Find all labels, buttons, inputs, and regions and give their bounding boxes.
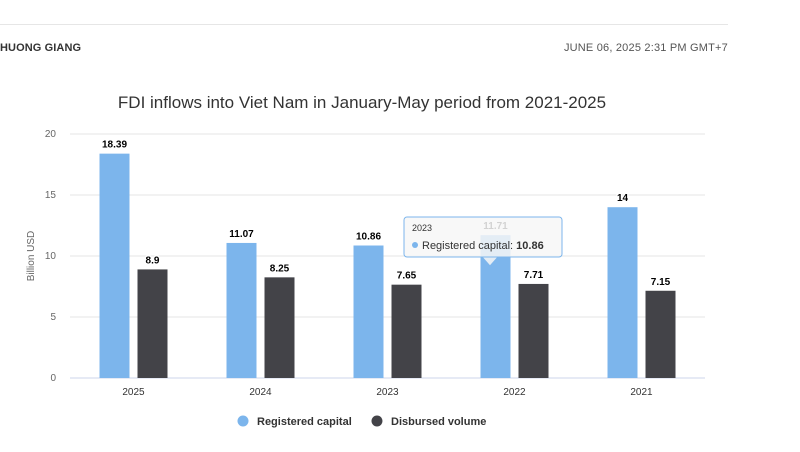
tooltip: 2023 Registered capital: 10.86 [403, 216, 563, 267]
x-tick-label: 2021 [630, 387, 653, 398]
legend: Registered capital Disbursed volume [237, 415, 487, 429]
bar-disbursed-volume[interactable] [391, 284, 422, 378]
x-tick-label: 2023 [376, 387, 399, 398]
data-label: 11.07 [229, 229, 254, 240]
tooltip-category: 2023 [412, 223, 432, 233]
bar-registered-capital[interactable] [353, 245, 384, 378]
tooltip-value-line: Registered capital: 10.86 [422, 240, 544, 252]
bar-disbursed-volume[interactable] [264, 277, 295, 378]
y-tick-label: 10 [45, 251, 57, 262]
author-name[interactable]: HUONG GIANG [0, 42, 82, 54]
data-label: 7.15 [651, 277, 671, 288]
data-label: 14 [617, 193, 629, 204]
x-tick-label: 2022 [503, 387, 526, 398]
bar-disbursed-volume[interactable] [137, 269, 168, 378]
legend-item-disbursed-volume[interactable]: Disbursed volume [371, 415, 487, 429]
data-label: 7.71 [524, 270, 544, 281]
top-divider [0, 24, 728, 25]
tooltip-box [403, 216, 563, 258]
data-label: 8.9 [146, 255, 160, 266]
y-tick-label: 15 [45, 190, 57, 201]
y-tick-label: 0 [50, 373, 56, 384]
bars-layer [99, 153, 676, 378]
data-label: 10.86 [356, 232, 381, 243]
bar-disbursed-volume[interactable] [645, 290, 676, 378]
x-tick-label: 2024 [249, 387, 272, 398]
tooltip-marker [412, 242, 418, 248]
grid-layer: 0 5 10 15 20 2025 2024 2023 2022 2021 [45, 129, 705, 398]
publish-timestamp: JUNE 06, 2025 2:31 PM GMT+7 [563, 42, 728, 54]
legend-label: Registered capital [257, 416, 352, 428]
legend-label: Disbursed volume [391, 416, 486, 428]
byline: HUONG GIANG JUNE 06, 2025 2:31 PM GMT+7 [0, 38, 728, 58]
chart-title: FDI inflows into Viet Nam in January-May… [118, 93, 606, 112]
fdi-bar-chart: FDI inflows into Viet Nam in January-May… [26, 93, 705, 429]
data-labels-layer: 18.398.911.078.2510.867.6511.717.71147.1… [101, 138, 672, 289]
y-axis-label: Billion USD [26, 231, 37, 282]
bar-registered-capital[interactable] [226, 242, 257, 378]
y-tick-label: 20 [45, 129, 57, 140]
legend-marker [237, 415, 249, 427]
data-label: 8.25 [270, 263, 290, 274]
data-label: 18.39 [102, 140, 127, 151]
bar-registered-capital[interactable] [99, 153, 130, 378]
bar-registered-capital[interactable] [607, 207, 638, 378]
data-label: 7.65 [397, 271, 417, 282]
x-tick-label: 2025 [122, 387, 145, 398]
y-tick-label: 5 [50, 312, 56, 323]
legend-marker [371, 415, 383, 427]
legend-item-registered-capital[interactable]: Registered capital [237, 415, 352, 429]
bar-disbursed-volume[interactable] [518, 283, 549, 378]
